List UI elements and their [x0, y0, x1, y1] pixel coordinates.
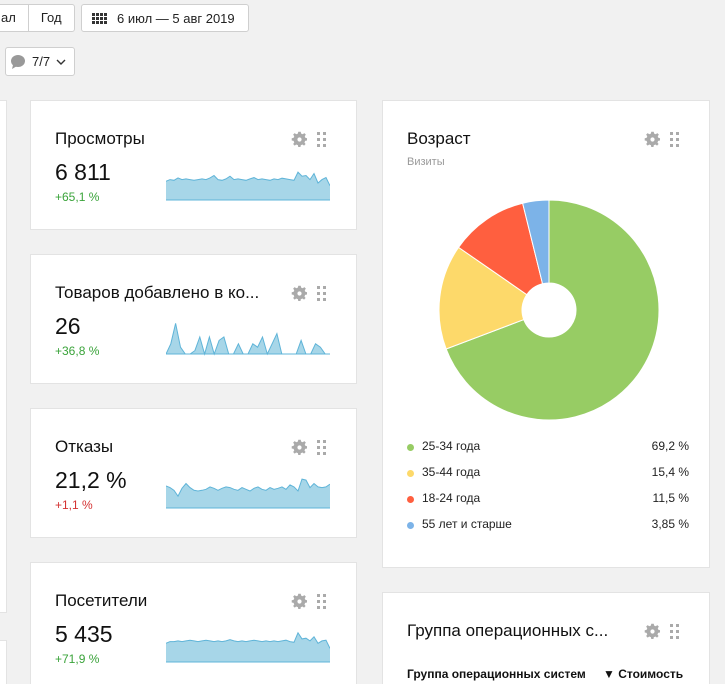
legend-label: 18-24 года [422, 491, 481, 505]
period-tab-interval[interactable]: ал [0, 5, 29, 31]
widget-value: 21,2 % [55, 467, 127, 493]
legend-dot [407, 444, 414, 451]
widget-title: Возраст [407, 129, 471, 148]
sparkline-line [166, 478, 330, 498]
pie-slice[interactable] [522, 199, 550, 285]
widget-title: Просмотры [55, 129, 145, 148]
widget-delta: +1,1 % [55, 498, 93, 512]
left-widget-partial-lower [0, 640, 7, 684]
widget-value: 26 [55, 313, 81, 339]
legend-item[interactable]: 35-44 года 15,4 % [407, 464, 689, 490]
period-tab-year[interactable]: Год [40, 10, 62, 25]
widget-age: Возраст Визиты 25-34 года 69,2 % 35-44 г… [382, 100, 710, 568]
calendar-icon [92, 12, 107, 24]
sparkline-area [166, 479, 330, 508]
gear-icon[interactable] [290, 592, 309, 611]
date-range-button[interactable]: 6 июл — 5 авг 2019 [81, 4, 249, 32]
legend-percent: 69,2 % [651, 439, 689, 453]
comment-icon [10, 54, 26, 69]
legend-item[interactable]: 18-24 года 11,5 % [407, 490, 689, 516]
sparkline-area [166, 323, 330, 354]
widget-tools [643, 622, 680, 641]
widget-tools [290, 438, 327, 457]
legend-dot [407, 522, 414, 529]
widget-title: Отказы [55, 437, 114, 456]
widget-value: 5 435 [55, 621, 113, 647]
table-header: Группа операционных систем ▼ Стоимость [407, 667, 697, 681]
age-pie-chart [437, 198, 661, 427]
pie-slice[interactable] [445, 199, 660, 421]
widget-title: Посетители [55, 591, 148, 610]
widget-delta: +65,1 % [55, 190, 100, 204]
legend-item[interactable]: 25-34 года 69,2 % [407, 438, 689, 464]
drag-handle-icon[interactable] [317, 439, 327, 456]
sparkline-line [166, 171, 330, 186]
drag-handle-icon[interactable] [670, 131, 680, 148]
date-range-label: 6 июл — 5 авг 2019 [117, 10, 235, 26]
legend-label: 35-44 года [422, 465, 481, 479]
legend-dot [407, 496, 414, 503]
drag-handle-icon[interactable] [670, 623, 680, 640]
sparkline [166, 478, 330, 509]
widget-bounce-rate: Отказы 21,2 % +1,1 % [30, 408, 357, 538]
pie-slice[interactable] [457, 202, 544, 296]
drag-handle-icon[interactable] [317, 593, 327, 610]
pie-slice[interactable] [438, 246, 528, 350]
sparkline [166, 631, 330, 663]
legend-percent: 11,5 % [652, 491, 689, 505]
legend-label: 25-34 года [422, 439, 481, 453]
widget-tools [290, 592, 327, 611]
sparkline [166, 171, 330, 201]
widget-visitors: Посетители 5 435 +71,9 % [30, 562, 357, 684]
widget-title: Товаров добавлено в ко... [55, 283, 260, 302]
legend-percent: 3,85 % [651, 517, 689, 531]
sparkline [166, 323, 330, 356]
widget-tools [290, 284, 327, 303]
widget-os-group: Группа операционных с... Группа операцио… [382, 592, 710, 684]
widget-delta: +71,9 % [55, 652, 100, 666]
segments-count: 7/7 [32, 54, 51, 69]
segments-dropdown[interactable]: 7/7 [5, 47, 76, 76]
widget-tools [643, 130, 680, 149]
gear-icon[interactable] [290, 284, 309, 303]
sparkline-area [166, 172, 330, 200]
legend-dot [407, 470, 414, 477]
gear-icon[interactable] [290, 438, 309, 457]
widget-value: 6 811 [55, 159, 111, 185]
sparkline-line [166, 323, 330, 356]
left-widget-partial [0, 100, 7, 613]
widget-title: Группа операционных с... [407, 621, 609, 640]
widget-tools [290, 130, 327, 149]
sparkline-area [166, 632, 330, 662]
legend-percent: 15,4 % [651, 465, 689, 479]
column-os-group[interactable]: Группа операционных систем [407, 667, 586, 681]
legend-item[interactable]: 55 лет и старше 3,85 % [407, 516, 689, 542]
gear-icon[interactable] [643, 130, 662, 149]
period-tabs: ал Год [0, 4, 75, 32]
gear-icon[interactable] [643, 622, 662, 641]
sparkline-line [166, 631, 330, 649]
column-cost-sort[interactable]: ▼ Стоимость [603, 667, 684, 681]
legend-label: 55 лет и старше [422, 517, 512, 531]
chevron-down-icon [56, 59, 66, 65]
age-legend: 25-34 года 69,2 % 35-44 года 15,4 % 18-2… [407, 438, 689, 542]
drag-handle-icon[interactable] [317, 131, 327, 148]
widget-subtitle: Визиты [407, 156, 445, 168]
widget-cart-additions: Товаров добавлено в ко... 26 +36,8 % [30, 254, 357, 384]
drag-handle-icon[interactable] [317, 285, 327, 302]
gear-icon[interactable] [290, 130, 309, 149]
widget-pageviews: Просмотры 6 811 +65,1 % [30, 100, 357, 230]
widget-delta: +36,8 % [55, 344, 100, 358]
